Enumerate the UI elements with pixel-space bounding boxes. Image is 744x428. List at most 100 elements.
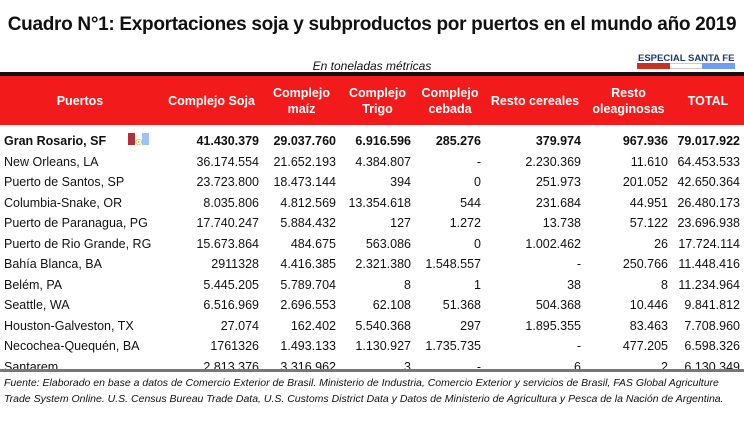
- cell-text: 2: [661, 359, 668, 374]
- cell-text: 10.446: [629, 298, 668, 313]
- value-cell: 6: [485, 357, 585, 378]
- cell-text: 41.430.379: [196, 134, 259, 149]
- value-cell: 967.936: [585, 125, 672, 152]
- cell-text: 17.724.114: [678, 236, 740, 251]
- cell-text: Puerto de Paranagua, PG: [4, 216, 148, 231]
- value-cell: 2: [585, 357, 672, 378]
- port-name-cell: Belém, PA: [0, 275, 160, 296]
- cell-text: 2911328: [211, 257, 259, 272]
- value-cell: 6.916.596: [340, 125, 415, 152]
- column-header: Complejo Trigo: [340, 76, 415, 125]
- value-cell: 8.035.806: [160, 193, 263, 214]
- cell-text: 5.884.432: [280, 216, 336, 231]
- cell-text: 11.610: [630, 154, 668, 169]
- cell-text: 4.812.569: [280, 195, 336, 210]
- cell-text: 44.951: [629, 195, 668, 210]
- value-cell: 38: [485, 275, 585, 296]
- cell-text: 5.445.205: [203, 277, 259, 292]
- cell-text: 379.974: [535, 134, 581, 149]
- cell-text: 231.684: [535, 195, 581, 210]
- table-row: Columbia-Snake, OR 8.035.806 4.812.569 13.3…: [0, 193, 744, 214]
- port-name-cell: Houston-Galveston, TX: [0, 316, 160, 337]
- divider: [0, 72, 744, 76]
- cell-text: 13.354.618: [348, 195, 411, 210]
- cell-text: 1: [474, 277, 481, 292]
- value-cell: 17.740.247: [160, 213, 263, 234]
- cell-text: Seattle, WA: [4, 298, 70, 313]
- value-cell: 10.446: [585, 295, 672, 316]
- value-cell: 1.548.557: [415, 254, 485, 275]
- table-row: New Orleans, LA 36.174.554 21.652.193 4.384…: [0, 152, 744, 173]
- value-cell: 231.684: [485, 193, 585, 214]
- cell-text: 6.598.326: [684, 339, 740, 354]
- value-cell: -: [485, 254, 585, 275]
- cell-text: 8: [404, 277, 411, 292]
- exports-table: Puertos Complejo Soja Complejo maíz Complej…: [0, 76, 744, 377]
- cell-text: 23.723.800: [196, 175, 259, 190]
- cell-text: 477.205: [622, 339, 668, 354]
- value-cell: 18.473.144: [263, 172, 340, 193]
- cell-text: 250.766: [622, 257, 668, 272]
- cell-text: Puerto de Santos, SP: [4, 175, 125, 190]
- cell-text: 3: [404, 359, 411, 374]
- cell-text: -: [476, 359, 481, 374]
- value-cell: 11.610: [585, 152, 672, 173]
- cell-text: 9.841.812: [684, 298, 740, 313]
- value-cell: 2.696.553: [263, 295, 340, 316]
- value-cell: 162.402: [263, 316, 340, 337]
- cell-text: 0: [474, 236, 481, 251]
- value-cell: 23.723.800: [160, 172, 263, 193]
- value-cell: 484.675: [263, 234, 340, 255]
- cell-text: 2.321.380: [355, 257, 411, 272]
- value-cell: 21.652.193: [263, 152, 340, 173]
- value-cell: 17.724.114: [672, 234, 744, 255]
- value-cell: 285.276: [415, 125, 485, 152]
- value-cell: 64.453.533: [672, 152, 744, 173]
- cell-text: 6.916.596: [355, 134, 411, 149]
- value-cell: 1.493.133: [263, 336, 340, 357]
- value-cell: 11.448.416: [672, 254, 744, 275]
- column-header: Resto oleaginosas: [585, 76, 672, 125]
- cell-text: 79.017.922: [677, 134, 740, 149]
- value-cell: 36.174.554: [160, 152, 263, 173]
- cell-text: 11.234.964: [678, 277, 740, 292]
- value-cell: 1.272: [415, 213, 485, 234]
- cell-text: 15.673.864: [196, 236, 259, 251]
- value-cell: 2.230.369: [485, 152, 585, 173]
- cell-text: 5.789.704: [280, 277, 336, 292]
- cell-text: 504.368: [535, 298, 581, 313]
- value-cell: 26: [585, 234, 672, 255]
- value-cell: 251.973: [485, 172, 585, 193]
- value-cell: 7.708.960: [672, 316, 744, 337]
- column-header: Complejo maíz: [263, 76, 340, 125]
- value-cell: 504.368: [485, 295, 585, 316]
- value-cell: 0: [415, 172, 485, 193]
- value-cell: 1: [415, 275, 485, 296]
- cell-text: Gran Rosario, SF: [4, 133, 107, 148]
- value-cell: -: [415, 152, 485, 173]
- cell-text: 83.463: [629, 318, 668, 333]
- santa-fe-flag-icon: ☉: [128, 132, 150, 150]
- value-cell: 6.130.349: [672, 357, 744, 378]
- cell-text: 5.540.368: [355, 318, 411, 333]
- cell-text: 1.272: [449, 216, 481, 231]
- port-name-cell: Puerto de Santos, SP: [0, 172, 160, 193]
- table-row: Puerto de Paranagua, PG 17.740.247 5.884.4…: [0, 213, 744, 234]
- cell-text: 17.740.247: [196, 216, 259, 231]
- column-header: TOTAL: [672, 76, 744, 125]
- cell-text: 394: [390, 175, 411, 190]
- value-cell: 2911328: [160, 254, 263, 275]
- port-name-cell: Bahía Blanca, BA: [0, 254, 160, 275]
- cell-text: 0: [474, 175, 481, 190]
- cell-text: 4.384.807: [355, 154, 411, 169]
- port-name-cell: Santarem: [0, 357, 160, 378]
- value-cell: 1.130.927: [340, 336, 415, 357]
- cell-text: 27.074: [220, 318, 259, 333]
- value-cell: 297: [415, 316, 485, 337]
- cell-text: 4.416.385: [280, 257, 336, 272]
- value-cell: 11.234.964: [672, 275, 744, 296]
- cell-text: 1.130.927: [355, 339, 411, 354]
- cell-text: 544: [460, 195, 481, 210]
- cell-text: 2.230.369: [525, 154, 581, 169]
- value-cell: 9.841.812: [672, 295, 744, 316]
